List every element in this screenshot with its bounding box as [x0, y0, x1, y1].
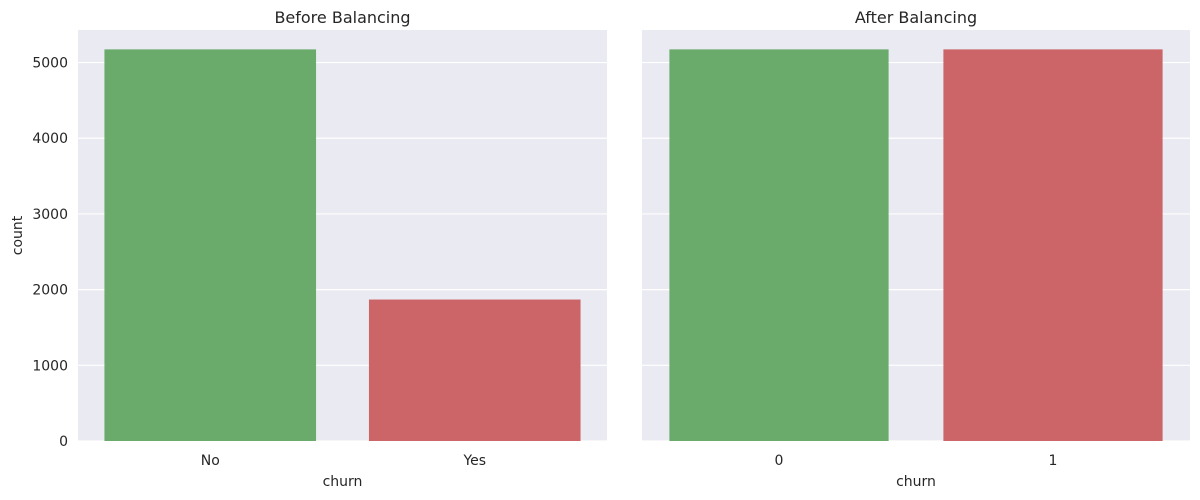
x-tick-label: 0 [775, 453, 784, 469]
bar-No [104, 49, 317, 441]
subplot-2: 0 1 After Balancing churn [642, 8, 1190, 490]
bar-Yes [368, 299, 581, 441]
chart-title: After Balancing [855, 8, 977, 27]
y-tick-label: 5000 [32, 56, 68, 72]
x-tick-label: 1 [1049, 453, 1058, 469]
y-tick-label: 1000 [32, 358, 68, 374]
y-tick-label: 3000 [32, 207, 68, 223]
bar-1 [943, 49, 1163, 441]
bar-0 [669, 49, 889, 441]
chart-title: Before Balancing [274, 8, 410, 27]
x-tick-label: Yes [462, 453, 486, 469]
y-tick-label: 0 [59, 434, 68, 450]
y-tick-label: 2000 [32, 283, 68, 299]
x-axis-label: churn [323, 474, 363, 490]
y-axis-label: count [10, 215, 26, 255]
x-tick-label: No [201, 453, 220, 469]
y-tick-label: 4000 [32, 131, 68, 147]
subplot-1: No Yes 0 1000 2000 3000 4000 5000 Before Balanci… [10, 8, 607, 490]
x-axis-label: churn [896, 474, 936, 490]
